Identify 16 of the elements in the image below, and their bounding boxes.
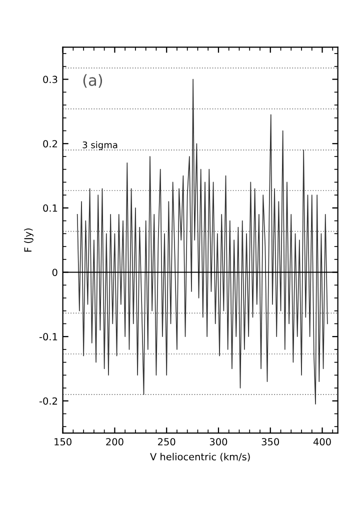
x-tick-label: 300 xyxy=(210,438,228,446)
x-tick-label: 400 xyxy=(313,438,331,446)
y-tick-label: 0 xyxy=(52,268,58,276)
y-tick-label: 0.1 xyxy=(43,204,58,212)
x-tick-label: 200 xyxy=(106,438,124,446)
y-tick-label: 0.2 xyxy=(43,140,57,148)
y-tick-label: -0.2 xyxy=(39,397,57,405)
x-tick-label: 350 xyxy=(262,438,280,446)
y-tick-label: -0.1 xyxy=(39,333,58,340)
x-axis-title: V heliocentric (km/s) xyxy=(150,452,250,462)
annotation: (a) xyxy=(83,74,102,88)
ref-line-label: 3 sigma xyxy=(82,141,118,150)
y-axis-title: F (Jy) xyxy=(24,228,34,252)
x-tick-label: 250 xyxy=(158,438,176,446)
x-tick-label: 150 xyxy=(54,438,72,446)
y-tick-label: 0.3 xyxy=(43,76,58,84)
